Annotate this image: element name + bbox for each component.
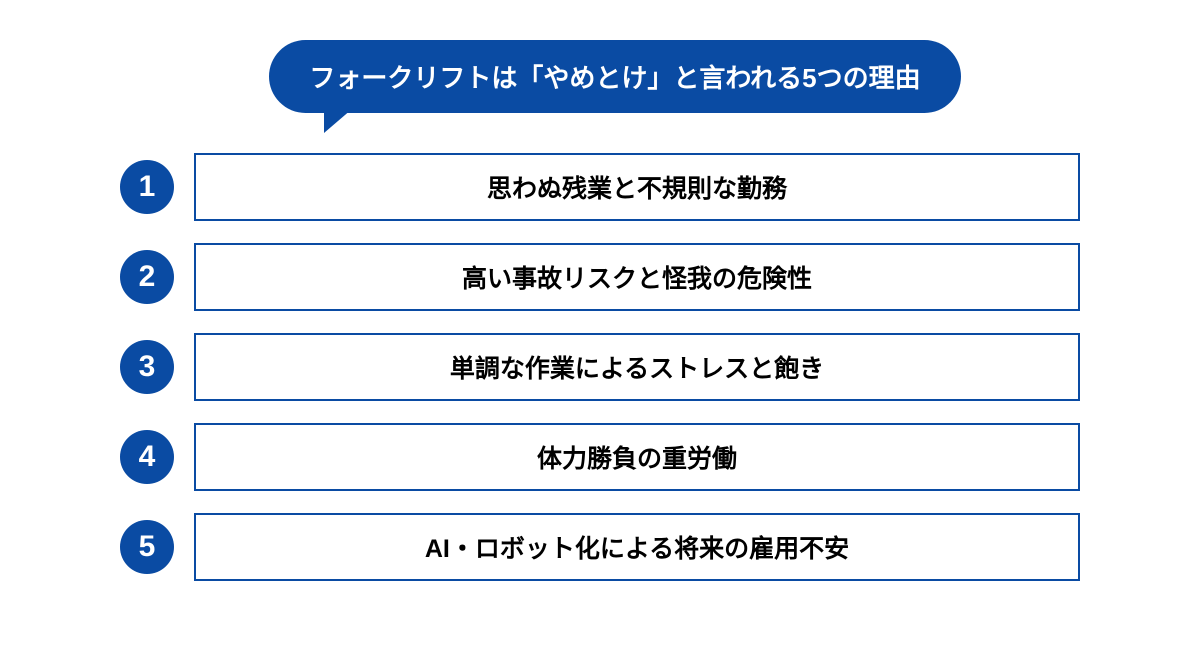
- item-text: 体力勝負の重労働: [537, 445, 737, 473]
- item-text: 高い事故リスクと怪我の危険性: [462, 265, 812, 293]
- item-box: 思わぬ残業と不規則な勤務: [194, 153, 1080, 221]
- number-text: 1: [139, 170, 156, 204]
- number-badge: 2: [120, 250, 174, 304]
- list-item: 4 体力勝負の重労働: [120, 423, 1080, 491]
- item-text: 単調な作業によるストレスと飽き: [450, 355, 824, 383]
- list-item: 1 思わぬ残業と不規則な勤務: [120, 153, 1080, 221]
- title-text: フォークリフトは「やめとけ」と言われる5つの理由: [309, 63, 920, 93]
- item-box: 体力勝負の重労働: [194, 423, 1080, 491]
- number-badge: 4: [120, 430, 174, 484]
- item-box: 高い事故リスクと怪我の危険性: [194, 243, 1080, 311]
- item-text: AI・ロボット化による将来の雇用不安: [425, 535, 849, 563]
- title-speech-bubble: フォークリフトは「やめとけ」と言われる5つの理由: [269, 40, 960, 113]
- number-text: 2: [139, 260, 156, 294]
- number-badge: 1: [120, 160, 174, 214]
- number-text: 5: [139, 530, 156, 564]
- number-badge: 5: [120, 520, 174, 574]
- number-text: 4: [139, 440, 156, 474]
- speech-bubble-tail-icon: [324, 109, 352, 133]
- item-box: 単調な作業によるストレスと飽き: [194, 333, 1080, 401]
- list-item: 3 単調な作業によるストレスと飽き: [120, 333, 1080, 401]
- list-item: 5 AI・ロボット化による将来の雇用不安: [120, 513, 1080, 581]
- list-item: 2 高い事故リスクと怪我の危険性: [120, 243, 1080, 311]
- item-box: AI・ロボット化による将来の雇用不安: [194, 513, 1080, 581]
- number-badge: 3: [120, 340, 174, 394]
- item-text: 思わぬ残業と不規則な勤務: [487, 175, 787, 203]
- numbered-list: 1 思わぬ残業と不規則な勤務 2 高い事故リスクと怪我の危険性 3 単調な作業に…: [120, 153, 1080, 581]
- title-bubble-container: フォークリフトは「やめとけ」と言われる5つの理由: [150, 40, 1080, 113]
- number-text: 3: [139, 350, 156, 384]
